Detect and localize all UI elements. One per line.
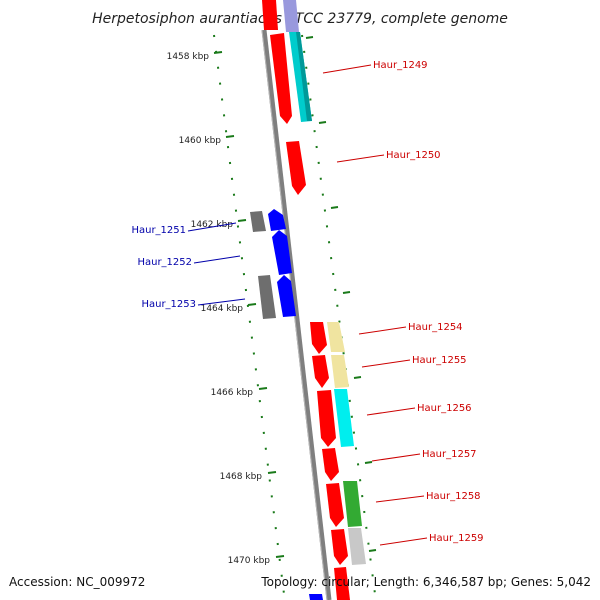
gene-features [250, 0, 366, 600]
gene-arrow[interactable] [327, 322, 345, 352]
kbp-tick [247, 303, 257, 306]
gene-label[interactable]: Haur_1259 [429, 533, 484, 544]
label-leader [336, 154, 385, 163]
kbp-tick [237, 219, 247, 222]
gene-arrow-haur-1257[interactable] [322, 448, 339, 481]
gene-arrow-haur-1251[interactable] [268, 209, 286, 231]
gene-label[interactable]: Haur_1249 [373, 60, 428, 71]
gene-arrow-haur-1249[interactable] [270, 33, 292, 124]
kbp-tick [258, 387, 268, 390]
kbp-markers: 1458 kbp 1460 kbp 1462 kbp 1464 kbp 1466… [167, 36, 377, 566]
gene-arrow[interactable] [343, 481, 362, 527]
kbp-label-1460: 1460 kbp [179, 136, 222, 146]
gene-label[interactable]: Haur_1254 [408, 322, 463, 333]
gene-arrow[interactable] [283, 0, 299, 32]
gene-labels: Haur_1249 Haur_1250 Haur_1251 Haur_1252 … [131, 60, 483, 544]
gene-arrow[interactable] [334, 567, 350, 600]
gene-arrow-haur-1259[interactable] [331, 529, 348, 565]
gene-label[interactable]: Haur_1257 [422, 449, 477, 460]
gene-label[interactable]: Haur_1250 [386, 150, 441, 161]
label-leader [322, 64, 372, 74]
gene-arrow[interactable] [262, 0, 278, 30]
gene-arrow-haur-1252[interactable] [272, 230, 292, 275]
kbp-tick [213, 51, 223, 54]
kbp-tick [275, 555, 285, 558]
map-title: Herpetosiphon aurantiacus ATCC 23779, co… [92, 11, 508, 27]
gene-arrow-haur-1255[interactable] [312, 355, 329, 388]
backbone-line [261, 29, 332, 600]
kbp-label-1464: 1464 kbp [201, 304, 244, 314]
gene-arrow[interactable] [348, 528, 366, 565]
kbp-label-1470: 1470 kbp [228, 556, 271, 566]
label-leader [371, 453, 421, 462]
label-leader [366, 407, 416, 416]
inner-kbp-tick [330, 206, 339, 209]
label-leader [358, 326, 407, 335]
inner-kbp-tick [364, 461, 373, 464]
gene-arrow[interactable] [309, 594, 323, 600]
kbp-label-1462: 1462 kbp [191, 220, 234, 230]
inner-kbp-tick [318, 121, 327, 124]
label-leader [361, 359, 411, 368]
kbp-tick [225, 135, 235, 138]
gene-arrow-haur-1253[interactable] [277, 275, 296, 317]
gene-label[interactable]: Haur_1255 [412, 355, 467, 366]
inner-kbp-tick [368, 549, 377, 552]
kbp-tick [267, 471, 277, 474]
label-leader [187, 222, 237, 232]
gene-label[interactable]: Haur_1256 [417, 403, 472, 414]
accession-text: Accession: NC_009972 [9, 575, 145, 589]
gene-label[interactable]: Haur_1253 [141, 299, 196, 310]
gene-label-lines [187, 64, 428, 546]
gene-arrow-haur-1250[interactable] [286, 141, 306, 195]
topology-text: Topology: circular; Length: 6,346,587 bp… [260, 575, 591, 589]
kbp-label-1466: 1466 kbp [211, 388, 254, 398]
gene-arrow[interactable] [331, 355, 349, 388]
gene-label[interactable]: Haur_1258 [426, 491, 481, 502]
gene-arrow[interactable] [334, 389, 354, 447]
inner-kbp-tick [342, 291, 351, 294]
gene-label[interactable]: Haur_1252 [137, 257, 192, 268]
kbp-label-1458: 1458 kbp [167, 52, 210, 62]
gene-label[interactable]: Haur_1251 [131, 225, 186, 236]
gene-arrow-shade [296, 32, 312, 121]
label-leader [193, 255, 241, 264]
inner-kbp-tick [353, 376, 362, 379]
gene-arrow[interactable] [258, 275, 276, 319]
kbp-label-1468: 1468 kbp [220, 472, 263, 482]
label-leader [375, 495, 425, 503]
label-leader [379, 537, 428, 546]
label-leader [197, 298, 246, 306]
gene-arrow-haur-1256[interactable] [317, 390, 336, 447]
gene-arrow-haur-1258[interactable] [326, 483, 344, 527]
gene-arrow-haur-1254[interactable] [310, 322, 327, 354]
gene-arrow[interactable] [250, 211, 266, 232]
inner-kbp-tick [305, 36, 314, 39]
